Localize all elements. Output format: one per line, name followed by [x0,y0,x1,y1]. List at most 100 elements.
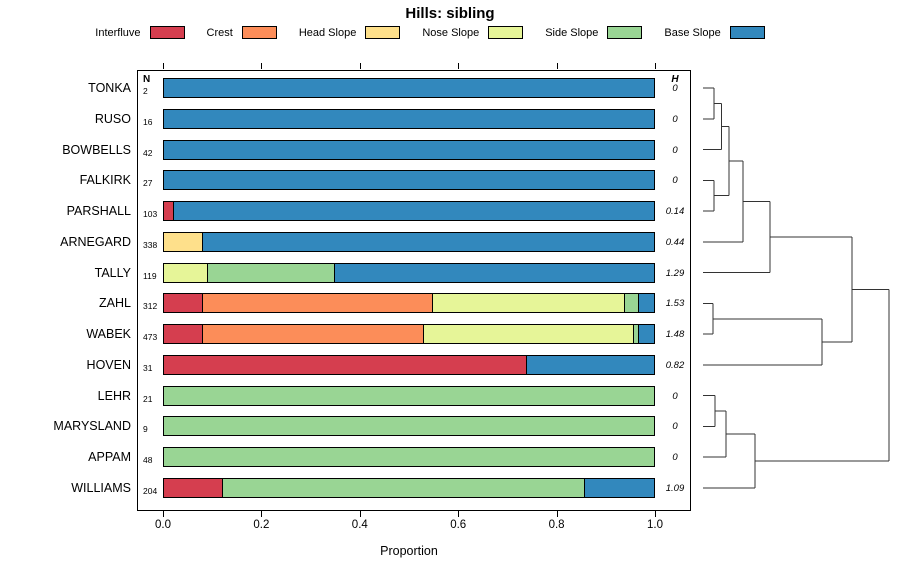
bar-segment-nose-slope [164,263,209,282]
bar-segment-base-slope [585,479,654,497]
row-h-value: 0 [672,390,678,402]
bar-segment-interfluve [164,479,223,497]
row-label: BOWBELLS [62,142,131,157]
x-tick-label: 0.0 [155,519,171,531]
bar-segment-side-slope [624,294,640,313]
x-tick-label: 0.2 [253,519,270,531]
bar-segment-base-slope [164,140,654,159]
legend-swatch-icon [729,26,765,39]
row-h-value: 1.53 [665,298,685,310]
x-tick-top [163,63,164,69]
h-column-header: H [671,74,679,85]
row-label: TALLY [94,265,131,280]
x-tick-top [556,63,558,69]
x-tick-top [655,63,656,69]
row-label: WILLIAMS [71,481,131,495]
row-n-value: 21 [143,393,153,404]
x-axis-label: Proportion [380,544,438,558]
bar-segment-interfluve [164,355,527,374]
bar-segment-interfluve [164,294,204,313]
row-label: TONKA [88,81,131,95]
legend-swatch-icon [607,26,643,39]
legend-item-nose-slope: Nose Slope [422,26,524,39]
row-label: WABEK [86,327,131,342]
stacked-bar [163,201,655,222]
row-h-value: 1.48 [665,329,685,341]
legend-label: Side Slope [545,26,599,39]
row-n-value: 119 [143,270,157,281]
row-h-value: 0 [672,144,678,156]
legend-swatch-icon [241,26,277,39]
legend-swatch-icon [488,26,524,39]
row-n-value: 42 [143,147,153,158]
legend: Interfluve Crest Head Slope Nose Slope Side … [0,26,860,39]
stacked-bar [163,231,655,252]
stacked-bar [163,478,655,498]
row-label: ARNEGARD [60,234,131,249]
bar-segment-side-slope [208,263,336,282]
stacked-bar [163,293,655,314]
stacked-bar [163,354,655,375]
row-n-value: 2 [143,86,148,96]
bar-segment-interfluve [164,202,174,221]
bar-segment-base-slope [526,355,654,374]
row-h-value: 1.09 [665,483,685,494]
row-h-value: 0.82 [665,359,685,371]
x-tick-top [458,63,460,69]
bar-segment-side-slope [164,386,654,405]
row-n-value: 103 [143,209,158,220]
row-h-value: 0.44 [665,236,685,248]
legend-label: Base Slope [664,26,721,39]
bar-segment-head-slope [164,232,204,251]
legend-label: Interfluve [95,26,141,39]
row-label: RUSO [94,111,131,126]
x-tick-top [261,63,263,69]
legend-item-crest: Crest [207,26,277,39]
x-tick-top [359,63,361,69]
bar-segment-side-slope [164,448,654,467]
bar-segment-crest [203,325,424,344]
stacked-bar [163,447,655,468]
bar-segment-side-slope [164,417,654,436]
row-h-value: 0 [672,452,678,464]
n-column-header: N [143,74,151,85]
legend-item-head-slope: Head Slope [299,26,401,39]
bar-segment-crest [203,294,434,313]
x-tick-label: 0.6 [450,519,467,531]
row-n-value: 9 [143,424,148,435]
row-label: FALKIRK [79,173,131,188]
legend-label: Nose Slope [422,26,480,39]
legend-item-base-slope: Base Slope [664,26,765,39]
x-tick-bottom [261,511,263,517]
row-n-value: 473 [143,332,158,343]
stacked-bar [163,324,655,345]
x-tick-bottom [359,511,361,517]
bar-segment-base-slope [335,263,654,282]
bar-segment-nose-slope [433,294,625,313]
stacked-bar [163,139,655,160]
stacked-bar [163,78,655,98]
row-n-value: 48 [143,455,153,466]
row-label: APPAM [88,450,131,465]
chart-title: Hills: sibling [405,5,495,22]
bar-segment-base-slope [639,294,654,313]
x-tick-label: 0.8 [548,519,565,531]
row-n-value: 27 [143,178,153,189]
plot-area [137,70,691,511]
stacked-bar [163,416,655,437]
x-tick-label: 0.4 [351,519,368,531]
x-tick-bottom [163,511,164,517]
row-h-value: 0 [672,113,678,125]
x-tick-bottom [458,511,460,517]
x-tick-bottom [556,511,558,517]
row-n-value: 312 [143,301,158,312]
bar-segment-base-slope [173,202,654,221]
bar-segment-base-slope [203,232,654,251]
stacked-bar [163,385,655,406]
row-h-value: 0.14 [665,206,685,218]
row-n-value: 16 [143,116,153,127]
legend-label: Head Slope [298,26,357,39]
row-label: PARSHALL [66,204,131,219]
legend-item-interfluve: Interfluve [95,26,185,39]
